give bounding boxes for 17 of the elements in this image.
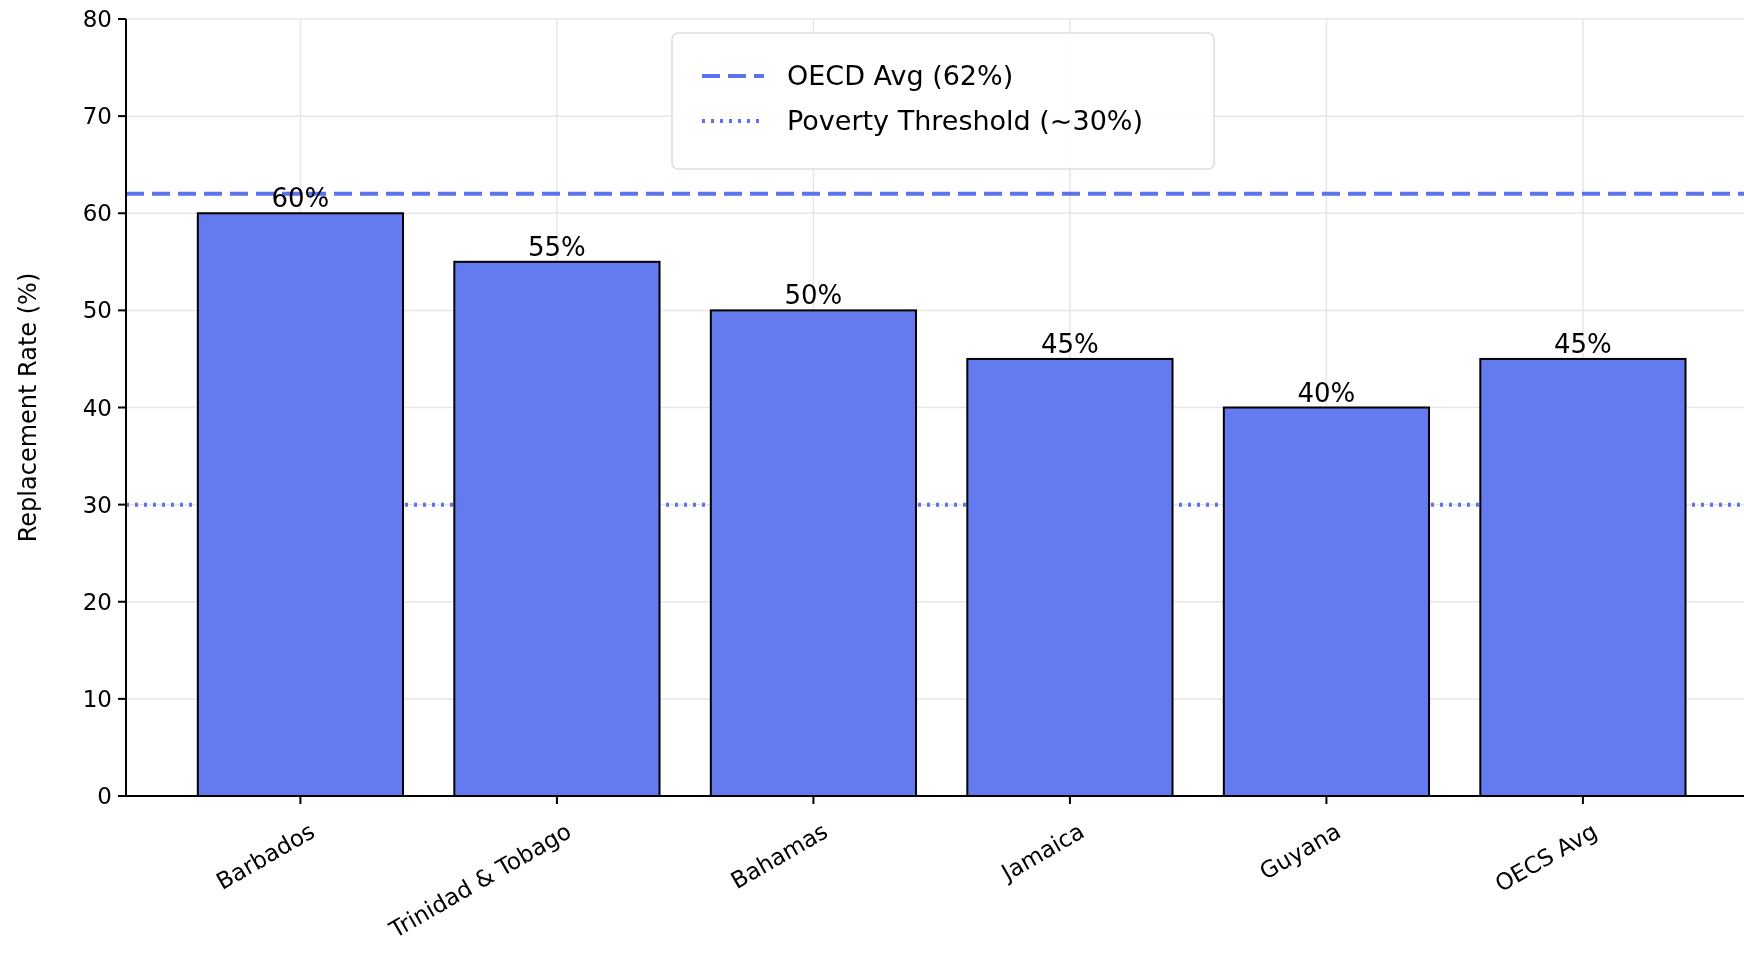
data-label: 50% [784, 280, 843, 311]
y-tick-label: 80 [82, 6, 112, 33]
y-tick-label: 20 [82, 588, 112, 615]
y-tick-label: 70 [82, 103, 112, 130]
y-tick-label: 0 [97, 783, 112, 810]
legend-label: OECD Avg (62%) [787, 60, 1014, 92]
data-label: 40% [1297, 377, 1356, 408]
y-tick-label: 10 [82, 685, 112, 712]
y-axis-title: Replacement Rate (%) [14, 272, 42, 543]
data-label: 45% [1041, 328, 1099, 359]
legend-label: Poverty Threshold (~30%) [787, 105, 1144, 137]
y-tick-label: 40 [82, 394, 112, 421]
y-tick-label: 30 [82, 491, 112, 518]
data-label: 45% [1554, 328, 1612, 359]
y-tick-label: 50 [82, 297, 112, 324]
data-label: 55% [528, 231, 586, 262]
y-tick-label: 60 [82, 200, 112, 227]
